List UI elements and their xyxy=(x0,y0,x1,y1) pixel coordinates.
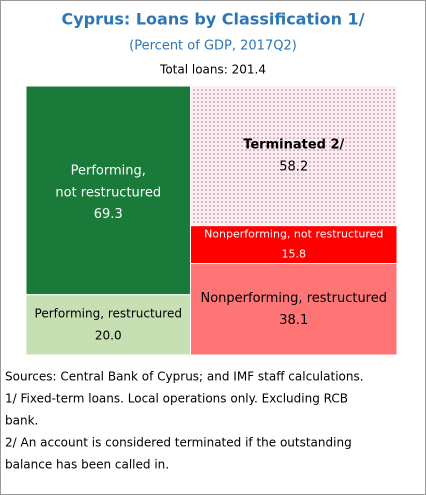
tile xyxy=(190,263,398,356)
tile-value: 69.3 xyxy=(94,207,123,222)
total-label: Total loans: 201.4 xyxy=(159,63,266,77)
tile-label: Nonperforming, not restructured xyxy=(204,228,383,241)
tile xyxy=(190,225,398,265)
footnote: balance has been called in. xyxy=(5,458,169,472)
tile xyxy=(190,85,398,227)
footnote: Sources: Central Bank of Cyprus; and IMF… xyxy=(5,370,364,384)
tile-label: Terminated 2/ xyxy=(243,137,344,152)
footnote: 2/ An account is considered terminated i… xyxy=(5,436,352,450)
footnote: bank. xyxy=(5,414,38,428)
tile-label: Nonperforming, restructured xyxy=(201,291,388,306)
tile-value: 38.1 xyxy=(279,313,308,328)
footnote: 1/ Fixed-term loans. Local operations on… xyxy=(5,392,348,406)
tile-value: 58.2 xyxy=(279,159,308,174)
chart-subtitle: (Percent of GDP, 2017Q2) xyxy=(129,39,297,54)
chart-title: Cyprus: Loans by Classification 1/ xyxy=(61,10,364,29)
tile xyxy=(25,294,191,356)
tile-label: Performing, restructured xyxy=(35,306,182,320)
tile-value: 20.0 xyxy=(95,328,122,342)
tile xyxy=(25,85,191,296)
tile-value: 15.8 xyxy=(282,248,307,261)
tile-label: Performing, not restructured xyxy=(55,163,161,200)
